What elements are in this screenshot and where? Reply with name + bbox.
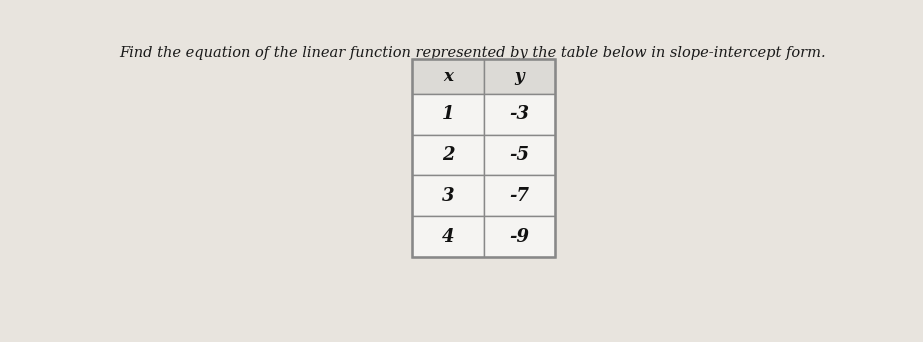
- Text: -7: -7: [509, 187, 530, 205]
- Text: 4: 4: [442, 227, 454, 246]
- FancyBboxPatch shape: [413, 175, 484, 216]
- FancyBboxPatch shape: [413, 60, 484, 94]
- Text: 1: 1: [442, 105, 454, 123]
- Text: -3: -3: [509, 105, 530, 123]
- FancyBboxPatch shape: [413, 216, 484, 257]
- Text: Find the equation of the linear function represented by the table below in slope: Find the equation of the linear function…: [119, 46, 825, 60]
- Text: -5: -5: [509, 146, 530, 164]
- FancyBboxPatch shape: [484, 134, 556, 175]
- FancyBboxPatch shape: [484, 216, 556, 257]
- FancyBboxPatch shape: [413, 94, 484, 134]
- Text: y: y: [515, 68, 524, 85]
- Text: 2: 2: [442, 146, 454, 164]
- Text: x: x: [443, 68, 453, 85]
- FancyBboxPatch shape: [484, 94, 556, 134]
- FancyBboxPatch shape: [484, 175, 556, 216]
- FancyBboxPatch shape: [413, 134, 484, 175]
- Text: -9: -9: [509, 227, 530, 246]
- FancyBboxPatch shape: [484, 60, 556, 94]
- Text: 3: 3: [442, 187, 454, 205]
